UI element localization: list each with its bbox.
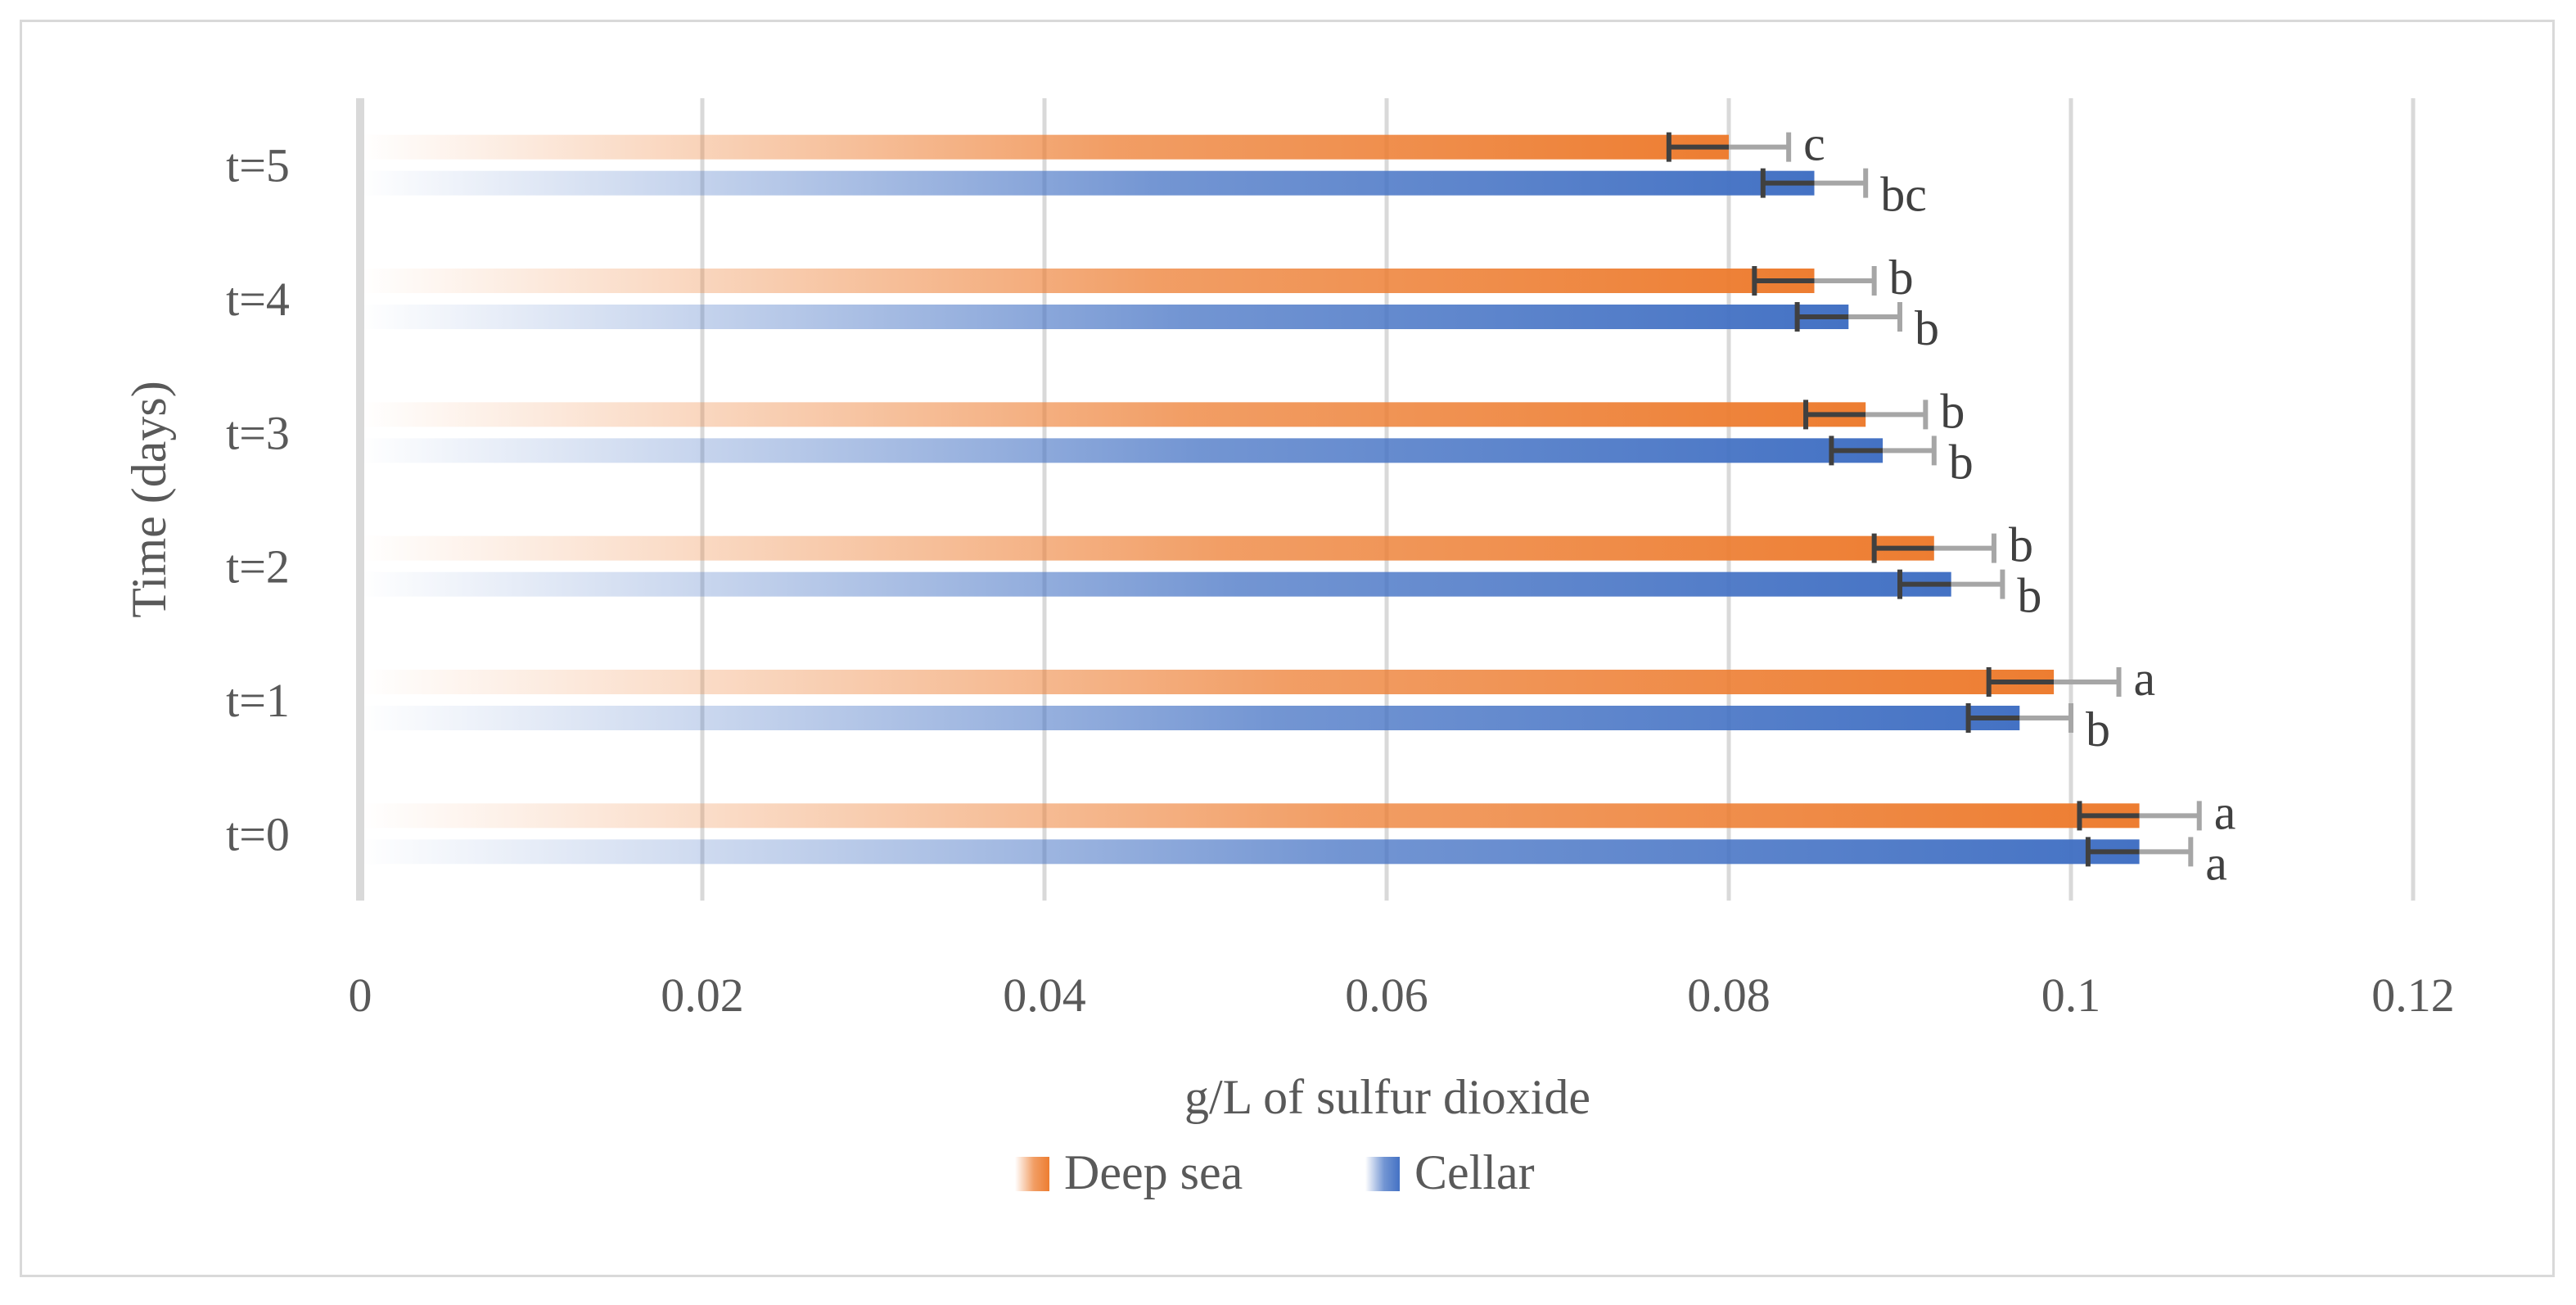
bars: [360, 134, 2140, 865]
error-bar: [1965, 703, 2073, 733]
significance-label: b: [1889, 251, 1914, 305]
legend-swatch: [1015, 1157, 1049, 1191]
bar: [360, 134, 1729, 160]
legend: Deep sea Cellar: [1015, 1145, 1535, 1199]
x-tick-label: 0.02: [661, 969, 744, 1022]
x-tick-label: 0.1: [2041, 969, 2101, 1022]
error-bars: [1666, 132, 2202, 867]
significance-label: bc: [1880, 168, 1927, 222]
significance-label: c: [1803, 117, 1825, 171]
bar: [360, 305, 1849, 329]
bar: [360, 803, 2140, 829]
x-tick-labels: 0 0.02 0.04 0.06 0.08 0.1 0.12: [349, 969, 2455, 1022]
bar: [360, 269, 1815, 293]
x-tick-label: 0: [349, 969, 372, 1022]
significance-label: a: [2205, 836, 2227, 890]
x-axis-title: g/L of sulfur dioxide: [1184, 1070, 1590, 1124]
x-tick-label: 0.12: [2371, 969, 2455, 1022]
error-bar: [1897, 569, 2005, 599]
significance-label: b: [1940, 384, 1965, 438]
error-bar: [1760, 168, 1869, 198]
x-tick-label: 0.08: [1687, 969, 1771, 1022]
bar: [360, 839, 2140, 865]
error-bar: [1829, 436, 1937, 466]
error-bar: [2085, 837, 2194, 867]
error-bar: [1794, 302, 1902, 332]
legend-swatch: [1365, 1157, 1400, 1191]
error-bar: [1752, 266, 1877, 296]
bar: [360, 571, 1951, 597]
gridlines: [356, 98, 2416, 901]
legend-item: Deep sea: [1015, 1145, 1243, 1199]
chart-frame: [20, 20, 2555, 1277]
y-category-labels: t=0 t=1 t=2 t=3 t=4 t=5: [226, 139, 290, 861]
bar: [360, 402, 1866, 427]
significance-label: a: [2134, 652, 2156, 706]
y-category-label: t=0: [226, 807, 290, 860]
y-axis-title: Time (days): [122, 381, 176, 617]
y-category-label: t=5: [226, 139, 290, 192]
significance-label: b: [2086, 702, 2110, 756]
significance-label: b: [2009, 518, 2033, 572]
error-bar: [1666, 132, 1792, 162]
bar: [360, 670, 2055, 694]
bar: [360, 535, 1934, 561]
significance-label: a: [2214, 785, 2236, 839]
bar: [360, 438, 1884, 463]
bar: [360, 706, 2020, 730]
error-bar: [1803, 400, 1929, 430]
x-tick-label: 0.04: [1003, 969, 1086, 1022]
x-tick-label: 0.06: [1345, 969, 1428, 1022]
y-category-label: t=4: [226, 273, 290, 326]
legend-label: Cellar: [1414, 1145, 1535, 1199]
y-category-label: t=2: [226, 540, 290, 594]
significance-label: b: [1915, 301, 1939, 355]
legend-item: Cellar: [1365, 1145, 1535, 1199]
error-bar: [1986, 667, 2122, 697]
significance-label: b: [2017, 569, 2041, 623]
legend-label: Deep sea: [1064, 1145, 1243, 1199]
significance-label: b: [1949, 435, 1974, 489]
bar: [360, 170, 1815, 196]
y-category-label: t=1: [226, 674, 290, 727]
error-bar: [1871, 533, 1996, 563]
y-category-label: t=3: [226, 406, 290, 459]
error-bar: [2077, 801, 2202, 831]
